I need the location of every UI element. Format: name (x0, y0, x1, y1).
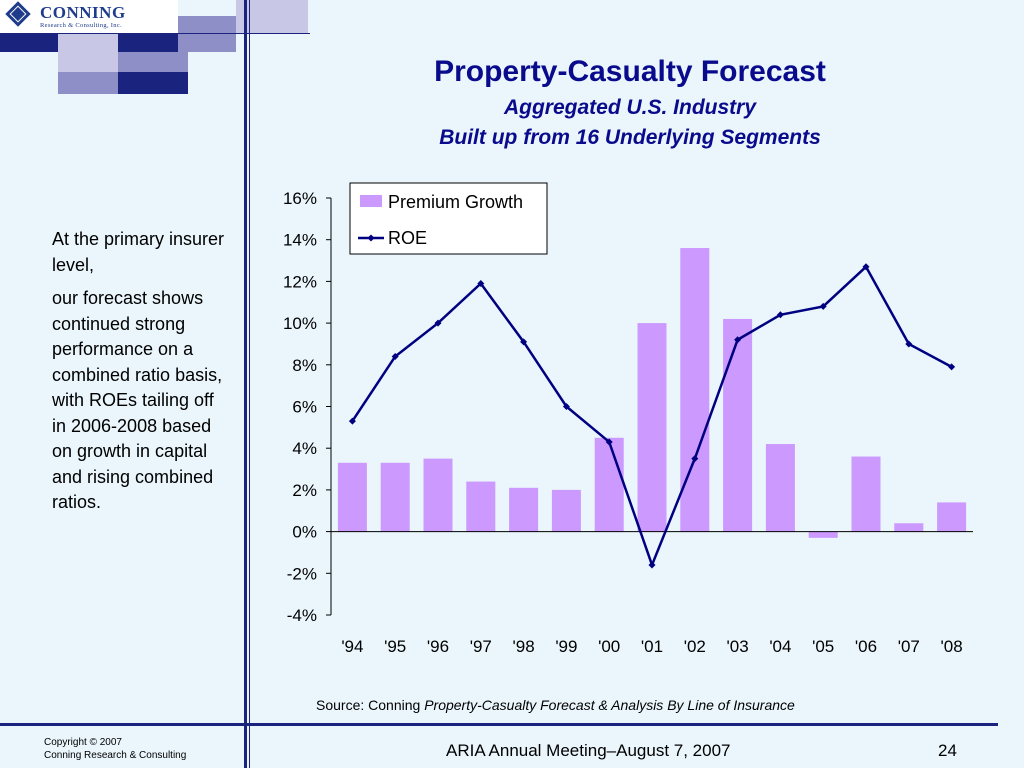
roe-point (520, 338, 528, 346)
y-tick-label: 6% (292, 398, 317, 417)
copyright-line-1: Copyright © 2007 (44, 737, 122, 748)
x-tick-label: '08 (941, 637, 963, 656)
premium-growth-bar (765, 444, 795, 532)
header-decor-block (236, 16, 308, 34)
premium-growth-bar (594, 437, 624, 532)
x-tick-label: '07 (898, 637, 920, 656)
y-tick-label: 10% (283, 314, 317, 333)
vertical-divider (244, 0, 247, 768)
y-tick-label: 2% (292, 481, 317, 500)
x-tick-label: '95 (384, 637, 406, 656)
header-decor-block (178, 16, 236, 52)
y-tick-label: -4% (287, 606, 317, 625)
premium-growth-bar (723, 318, 753, 532)
roe-point (734, 336, 742, 344)
copyright-line-2: Conning Research & Consulting (44, 750, 187, 761)
x-tick-label: '96 (427, 637, 449, 656)
y-tick-label: -2% (287, 564, 317, 583)
premium-growth-bar (851, 456, 881, 532)
x-tick-label: '97 (470, 637, 492, 656)
header-divider (0, 33, 310, 34)
x-tick-label: '00 (598, 637, 620, 656)
header-decor-block (58, 34, 118, 52)
roe-point (434, 319, 442, 327)
slide-subtitle-2: Built up from 16 Underlying Segments (439, 126, 821, 149)
header-decor-block (58, 52, 118, 72)
x-tick-label: '02 (684, 637, 706, 656)
roe-point (691, 455, 699, 463)
side-text-paragraph-2: our forecast shows continued strong perf… (52, 288, 223, 512)
legend-box (349, 182, 548, 255)
roe-point (905, 340, 913, 348)
roe-point (862, 263, 870, 271)
side-commentary: At the primary insurer level, our foreca… (52, 227, 232, 524)
header-decor-block (58, 72, 118, 94)
logo-name: CONNING (40, 3, 126, 22)
header-decor-block (236, 0, 308, 16)
roe-point (348, 417, 356, 425)
y-tick-label: 14% (283, 231, 317, 250)
premium-growth-bar (551, 489, 581, 532)
source-prefix: Source: Conning (316, 697, 421, 713)
x-tick-label: '06 (855, 637, 877, 656)
premium-growth-bar (509, 487, 539, 532)
x-tick-label: '04 (769, 637, 791, 656)
source-note: Source: Conning Property-Casualty Foreca… (316, 697, 795, 713)
premium-growth-bar (637, 323, 667, 532)
y-tick-label: 12% (283, 272, 317, 291)
roe-point (562, 403, 570, 410)
premium-growth-bar (337, 462, 367, 532)
x-tick-label: '03 (727, 637, 749, 656)
slide-subtitle-1: Aggregated U.S. Industry (503, 96, 757, 119)
logo-subtitle: Research & Consulting, Inc. (40, 22, 122, 29)
x-tick-label: '05 (812, 637, 834, 656)
source-title: Property-Casualty Forecast & Analysis By… (424, 697, 795, 713)
footer-text: ARIA Annual Meeting–August 7, 2007 (446, 741, 731, 760)
page-number: 24 (938, 741, 957, 760)
legend: Premium Growth ROE (349, 182, 548, 255)
legend-label-premium-growth: Premium Growth (388, 192, 523, 212)
x-tick-label: '99 (555, 637, 577, 656)
roe-point (391, 352, 399, 360)
logo: CONNING Research & Consulting, Inc. (0, 0, 178, 34)
premium-growth-bar (937, 502, 967, 532)
premium-growth-bar (380, 462, 410, 532)
roe-point (605, 438, 613, 446)
header-decor-block (0, 34, 58, 52)
x-tick-label: '01 (641, 637, 663, 656)
roe-point (648, 561, 656, 569)
slide-title: Property-Casualty Forecast (434, 55, 826, 88)
header-decor-block (118, 34, 178, 52)
y-tick-label: 8% (292, 356, 317, 375)
legend-label-roe: ROE (388, 228, 427, 248)
y-tick-label: 0% (292, 523, 317, 542)
premium-growth-bar (680, 248, 710, 532)
roe-point (477, 279, 485, 287)
roe-point (776, 311, 784, 319)
header-decor-block (118, 52, 188, 72)
footer-divider (0, 723, 998, 726)
x-tick-label: '94 (341, 637, 363, 656)
roe-point (819, 302, 827, 310)
legend-marker-roe (367, 234, 375, 242)
premium-growth-bar (423, 458, 453, 532)
header-decor-block (118, 72, 188, 94)
premium-growth-bar (466, 481, 496, 532)
y-tick-label: 4% (292, 439, 317, 458)
x-tick-label: '98 (513, 637, 535, 656)
vertical-divider-thin (249, 0, 250, 768)
y-tick-label: 16% (283, 189, 317, 208)
roe-point (948, 363, 956, 371)
premium-growth-bar (808, 531, 838, 538)
legend-swatch-premium-growth (360, 195, 382, 207)
side-text-paragraph-1: At the primary insurer level, (52, 229, 225, 275)
premium-growth-bar (894, 523, 924, 532)
